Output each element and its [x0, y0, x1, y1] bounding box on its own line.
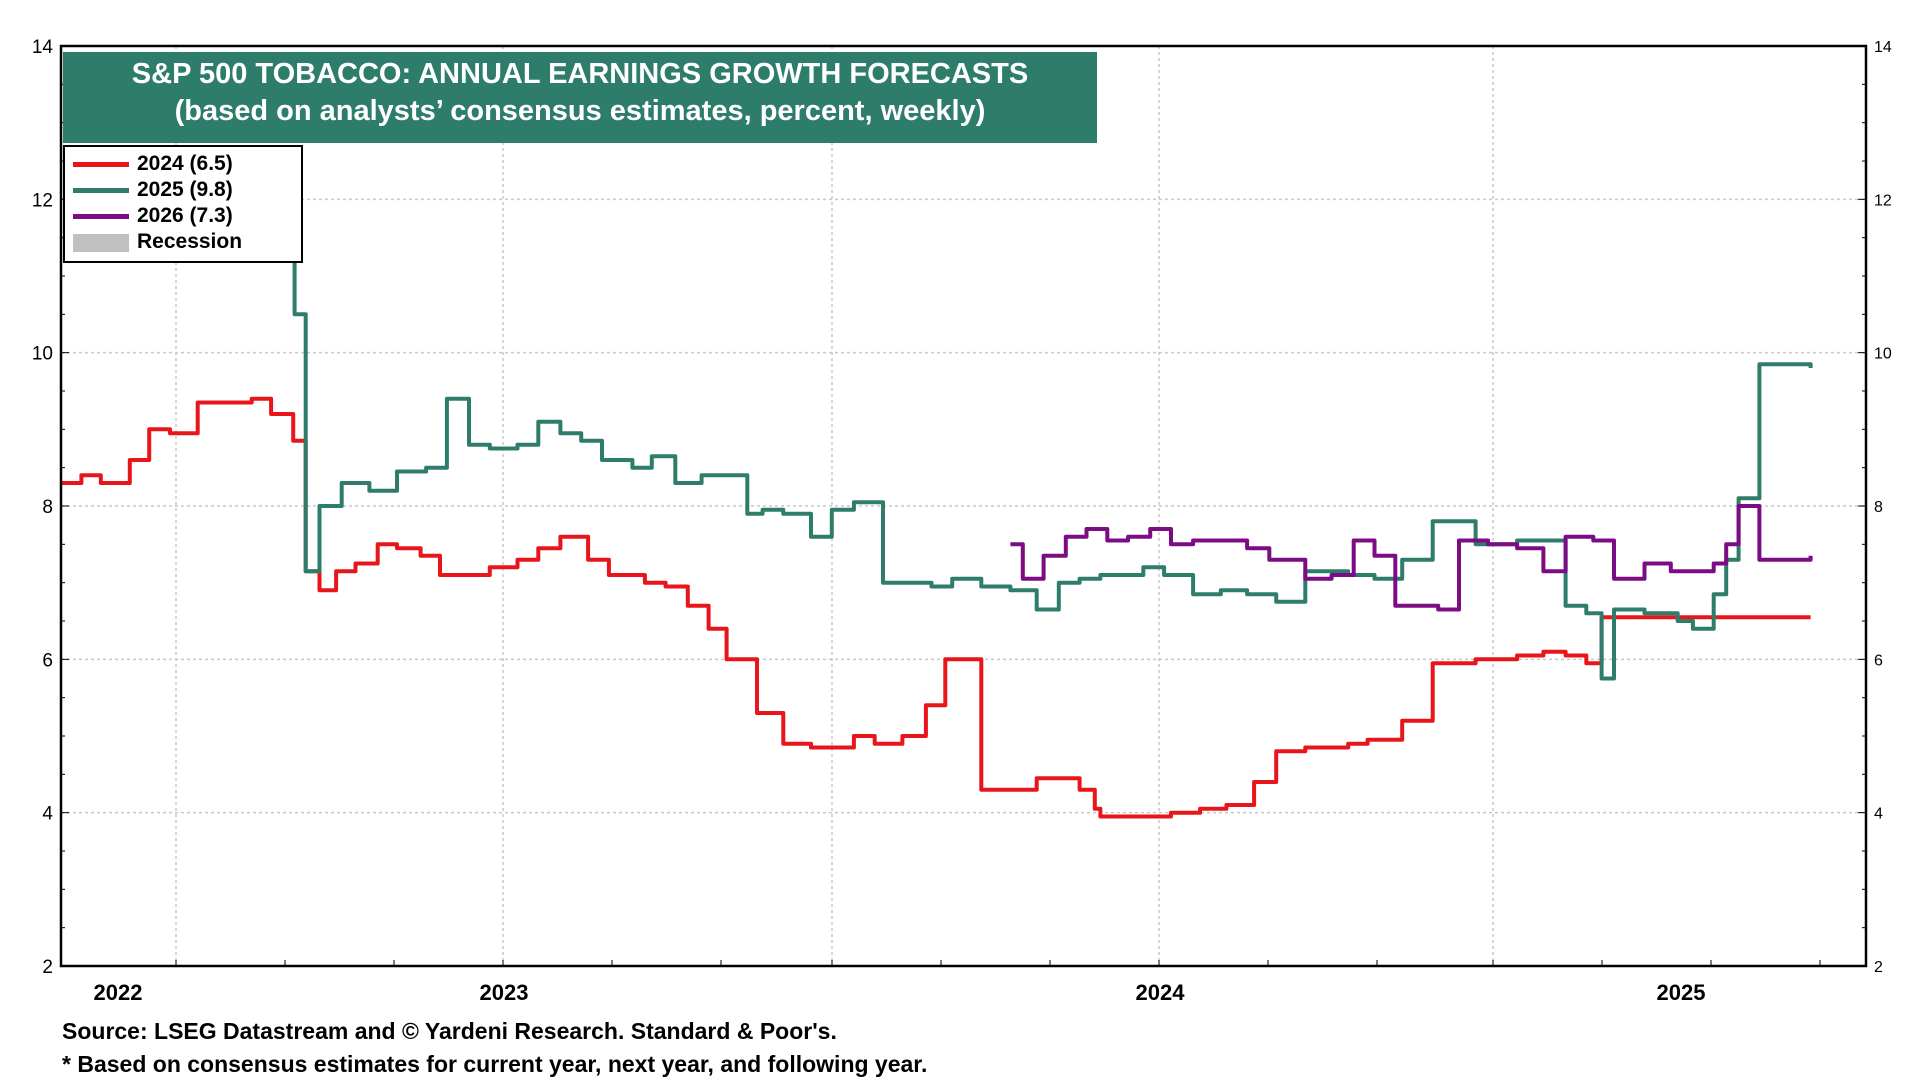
- chart-title-box: S&P 500 TOBACCO: ANNUAL EARNINGS GROWTH …: [63, 52, 1097, 143]
- footnote: * Based on consensus estimates for curre…: [62, 1051, 928, 1077]
- plot-frame: [59, 44, 1868, 968]
- y-tick-label-left: 14: [32, 37, 54, 58]
- y-tick-label-right: 8: [1874, 499, 1883, 516]
- chart-legend: 2024 (6.5) 2025 (9.8) 2026 (7.3) Recessi…: [63, 145, 303, 263]
- y-tick-label-right: 14: [1874, 39, 1892, 56]
- chart-title: S&P 500 TOBACCO: ANNUAL EARNINGS GROWTH …: [131, 58, 1029, 90]
- x-tick-label: 2022: [94, 980, 143, 1005]
- y-tick-label-right: 10: [1874, 346, 1892, 363]
- legend-swatch-recession: [73, 234, 129, 252]
- legend-swatch-2025: [73, 188, 129, 193]
- y-tick-label-left: 8: [42, 497, 53, 518]
- legend-label-2026: 2026 (7.3): [137, 204, 233, 227]
- legend-swatch-2026: [73, 214, 129, 219]
- series-line-2024: [62, 396, 1811, 819]
- series-line-2026: [1010, 504, 1813, 612]
- y-tick-label-right: 12: [1874, 192, 1892, 209]
- y-tick-label-left: 6: [42, 650, 53, 671]
- x-tick-label: 2024: [1136, 980, 1186, 1005]
- legend-label-recession: Recession: [137, 230, 243, 253]
- legend-swatch-2024: [73, 162, 129, 167]
- y-tick-label-right: 4: [1874, 806, 1883, 823]
- series-line-2025: [292, 159, 1813, 681]
- y-tick-label-right: 6: [1874, 652, 1883, 669]
- legend-label-2024: 2024 (6.5): [137, 152, 233, 175]
- y-tick-label-right: 2: [1874, 959, 1883, 976]
- y-tick-label-left: 12: [32, 190, 53, 211]
- x-tick-label: 2023: [480, 980, 529, 1005]
- x-tick-label: 2025: [1657, 980, 1706, 1005]
- y-tick-label-left: 2: [42, 957, 53, 978]
- legend-label-2025: 2025 (9.8): [137, 178, 233, 201]
- source-note: Source: LSEG Datastream and © Yardeni Re…: [62, 1018, 837, 1044]
- y-tick-label-left: 4: [42, 804, 53, 825]
- y-tick-label-left: 10: [32, 344, 53, 365]
- chart-subtitle: (based on analysts’ consensus estimates,…: [174, 95, 986, 127]
